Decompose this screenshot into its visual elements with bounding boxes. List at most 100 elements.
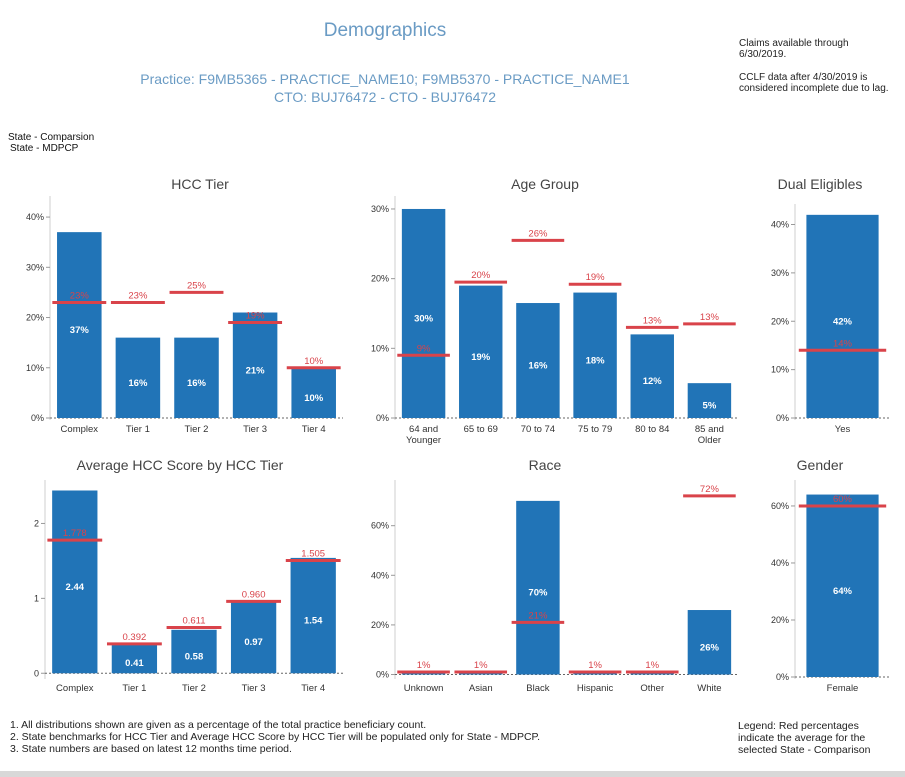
bar: [115, 337, 161, 418]
cclf-note-line2: considered incomplete due to lag.: [739, 83, 889, 94]
cto-line: CTO: BUJ76472 - CTO - BUJ76472: [273, 89, 497, 105]
category-label: Tier 3: [242, 683, 266, 694]
value-label: 70%: [528, 588, 548, 599]
bar: [52, 490, 98, 674]
benchmark-label: 1%: [645, 660, 659, 671]
bar: [687, 610, 732, 675]
legend-note: Legend: Red percentages indicate the ave…: [738, 720, 898, 756]
category-label: Other: [640, 683, 664, 694]
benchmark-label: 1%: [474, 660, 488, 671]
y-tick-label: 10%: [371, 343, 389, 353]
state-filters[interactable]: State - Comparsion State - MDPCP: [8, 132, 94, 154]
y-tick-label: 30%: [26, 262, 44, 272]
category-label: Black: [526, 683, 549, 694]
value-label: 30%: [414, 313, 434, 324]
y-tick-label: 10%: [26, 363, 44, 373]
benchmark-label: 21%: [528, 610, 548, 621]
race-chart: 0% 20% 40% 60% 1% Unknown 1% Asian 70% 21% Black 1%…: [371, 480, 738, 694]
benchmark-label: 72%: [700, 484, 720, 495]
category-label: 85 and: [695, 424, 724, 435]
category-label: Tier 1: [126, 424, 150, 435]
y-tick-label: 30%: [771, 268, 789, 278]
bar: [230, 600, 277, 674]
value-label: 64%: [833, 586, 853, 597]
y-tick-label: 20%: [26, 313, 44, 323]
claims-note: Claims available through 6/30/2019.: [739, 38, 849, 60]
bottom-scrollbar[interactable]: [0, 771, 905, 777]
y-tick-label: 40%: [26, 212, 44, 222]
benchmark-label: 10%: [304, 356, 324, 367]
category-label: White: [697, 683, 721, 694]
value-label: 0.97: [244, 637, 263, 648]
category-label: Tier 3: [243, 424, 267, 435]
category-label: 64 and: [409, 424, 438, 435]
category-label: 75 to 79: [578, 424, 612, 435]
y-tick-label: 1: [34, 593, 39, 603]
value-label: 0.58: [185, 652, 204, 663]
category-label: Asian: [469, 683, 493, 694]
footer-note-2: 2. State benchmarks for HCC Tier and Ave…: [10, 731, 541, 743]
value-label: 12%: [643, 376, 663, 387]
hcc-tier-chart: 0% 10% 20% 30% 40% 37% 23% Complex 16% 23% Tier 1 1…: [26, 196, 343, 435]
value-label: 5%: [703, 401, 717, 412]
category-label: Hispanic: [577, 683, 614, 694]
category-label: Complex: [61, 424, 99, 435]
value-label: 19%: [471, 352, 491, 363]
category-label: Tier 2: [185, 424, 209, 435]
benchmark-label: 1.505: [301, 549, 325, 560]
category-label: Older: [698, 435, 721, 446]
claims-note-line2: 6/30/2019.: [739, 49, 787, 60]
bar: [806, 494, 879, 677]
category-label: 80 to 84: [635, 424, 669, 435]
benchmark-label: 1%: [417, 660, 431, 671]
cclf-note: CCLF data after 4/30/2019 is considered …: [739, 72, 889, 94]
practice-line: Practice: F9MB5365 - PRACTICE_NAME10; F9…: [140, 71, 630, 87]
state-comparison-filter[interactable]: State - Comparsion: [8, 132, 95, 143]
benchmark-label: 1.778: [63, 528, 87, 539]
y-tick-label: 20%: [371, 274, 389, 284]
bar: [573, 292, 617, 418]
value-label: 0.41: [125, 658, 144, 669]
bar: [630, 334, 674, 418]
y-tick-label: 10%: [771, 365, 789, 375]
benchmark-label: 1%: [588, 660, 602, 671]
page-title: Demographics: [323, 20, 447, 41]
category-label: Tier 4: [302, 424, 326, 435]
category-label: Unknown: [404, 683, 444, 694]
bar: [459, 285, 503, 418]
state-mdpcp-filter[interactable]: State - MDPCP: [10, 143, 79, 154]
y-tick-label: 0: [34, 668, 39, 678]
cclf-note-line1: CCLF data after 4/30/2019 is: [739, 72, 868, 83]
benchmark-label: 0.960: [242, 589, 266, 600]
value-label: 18%: [586, 355, 606, 366]
benchmark-label: 0.611: [182, 615, 205, 626]
benchmark-label: 19%: [246, 311, 266, 322]
gender-chart: 0% 20% 40% 60% 64% 60% Female: [771, 480, 890, 694]
benchmark-label: 13%: [643, 315, 663, 326]
dual-eligibles-title: Dual Eligibles: [777, 176, 863, 192]
y-tick-label: 0%: [376, 670, 389, 680]
y-tick-label: 0%: [376, 413, 389, 423]
race-title: Race: [528, 457, 562, 473]
y-tick-label: 0%: [776, 413, 789, 423]
y-tick-label: 0%: [776, 672, 789, 682]
benchmark-label: 60%: [833, 494, 853, 505]
footer-note-1: 1. All distributions shown are given as …: [10, 719, 427, 731]
value-label: 10%: [304, 393, 324, 404]
y-tick-label: 40%: [371, 570, 389, 580]
bar: [687, 383, 732, 418]
bar: [516, 303, 560, 418]
value-label: 26%: [700, 642, 720, 653]
benchmark-label: 26%: [528, 228, 548, 239]
bar: [516, 500, 560, 675]
category-label: Younger: [406, 435, 441, 446]
bar: [401, 208, 446, 418]
benchmark-label: 25%: [187, 280, 207, 291]
value-label: 16%: [128, 378, 148, 389]
bar: [291, 367, 336, 418]
y-tick-label: 0%: [31, 413, 44, 423]
y-tick-label: 20%: [771, 615, 789, 625]
dual-eligibles-chart: 0% 10% 20% 30% 40% 42% 14% Yes: [771, 204, 890, 435]
